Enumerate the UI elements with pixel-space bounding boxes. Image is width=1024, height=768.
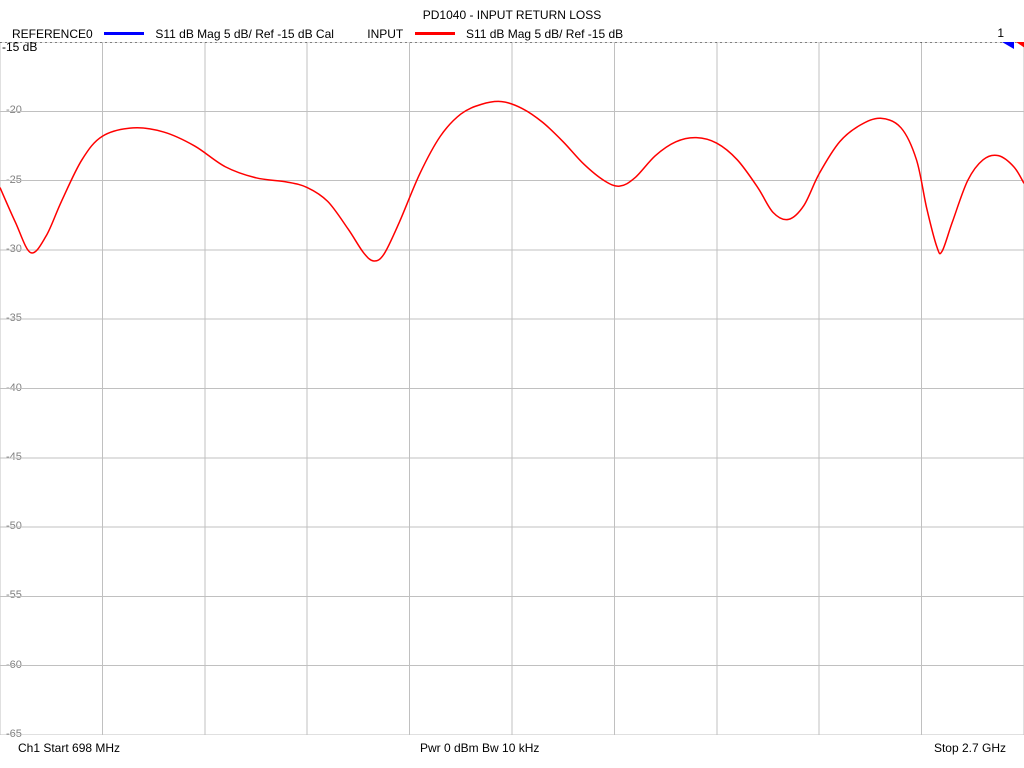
legend-input-swatch (415, 32, 455, 35)
chart-container: PD1040 - INPUT RETURN LOSS REFERENCE0 S1… (0, 0, 1024, 768)
marker-number: 1 (997, 26, 1004, 40)
legend-input-name: INPUT (367, 27, 403, 41)
legend-ref-swatch (104, 32, 144, 35)
legend-row: REFERENCE0 S11 dB Mag 5 dB/ Ref -15 dB C… (12, 26, 1012, 41)
chart-title: PD1040 - INPUT RETURN LOSS (0, 8, 1024, 22)
legend-ref-name: REFERENCE0 (12, 27, 93, 41)
footer-stop: Stop 2.7 GHz (934, 741, 1006, 755)
footer-center: Pwr 0 dBm Bw 10 kHz (420, 741, 539, 755)
footer-start: Ch1 Start 698 MHz (18, 741, 120, 755)
legend-input-text: S11 dB Mag 5 dB/ Ref -15 dB (466, 27, 623, 41)
plot-area (0, 42, 1024, 735)
legend-ref-text: S11 dB Mag 5 dB/ Ref -15 dB Cal (155, 27, 334, 41)
